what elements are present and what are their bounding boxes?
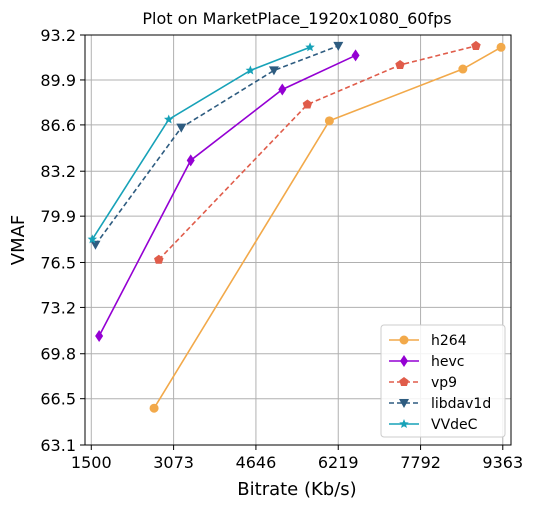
legend-marker-hevc <box>400 355 408 367</box>
y-tick-label-5: 79.9 <box>40 207 76 226</box>
legend-marker-VVdeC <box>399 419 409 429</box>
y-axis-label: VMAF <box>8 215 29 266</box>
legend-marker-libdav1d <box>399 399 409 408</box>
data-point-libdav1d-3 <box>333 41 344 51</box>
x-axis-label: Bitrate (Kb/s) <box>237 479 356 500</box>
data-point-h264-0 <box>149 403 159 413</box>
data-point-h264-3 <box>496 42 506 52</box>
legend-label-VVdeC: VVdeC <box>431 417 478 433</box>
y-tick-label-2: 69.8 <box>40 345 76 364</box>
chart-title: Plot on MarketPlace_1920x1080_60fps <box>142 9 451 29</box>
legend-box <box>380 324 506 438</box>
data-point-vp9-3 <box>471 40 481 50</box>
data-point-VVdeC-1 <box>163 114 174 124</box>
y-tick-label-0: 63.1 <box>40 436 76 455</box>
axis-ticks: 1500 3073 4646 6219 7792 9363 63.1 66.5 69.8 73.2… <box>40 26 523 472</box>
series-layer <box>87 40 506 413</box>
y-tick-label-3: 73.2 <box>40 298 76 317</box>
series-line-VVdeC <box>91 46 311 240</box>
y-tick-label-8: 89.9 <box>40 71 76 90</box>
x-tick-label-1: 3073 <box>153 453 194 472</box>
y-tick-label-9: 93.2 <box>40 26 76 45</box>
y-tick-label-6: 83.2 <box>40 162 76 181</box>
series-line-hevc <box>98 54 356 337</box>
series-hevc <box>95 49 360 343</box>
x-tick-label-0: 1500 <box>71 453 112 472</box>
grid <box>85 34 511 446</box>
series-vp9 <box>154 40 481 264</box>
data-point-hevc-0 <box>95 330 104 343</box>
legend-label-h264: h264 <box>431 333 467 349</box>
plot-area-frame <box>84 34 512 446</box>
series-VVdeC <box>87 42 315 244</box>
data-point-libdav1d-0 <box>90 240 101 250</box>
y-tick-label-1: 66.5 <box>40 390 76 409</box>
legend-label-hevc: hevc <box>431 354 464 370</box>
x-tick-label-4: 7792 <box>400 453 441 472</box>
data-point-libdav1d-1 <box>176 123 187 133</box>
data-point-vp9-1 <box>302 99 313 109</box>
series-libdav1d <box>90 41 344 250</box>
series-line-vp9 <box>158 45 477 261</box>
data-point-hevc-2 <box>278 83 287 96</box>
x-tick-label-3: 6219 <box>318 453 359 472</box>
series-line-libdav1d <box>94 45 339 246</box>
data-point-h264-1 <box>324 116 334 126</box>
legend-label-vp9: vp9 <box>431 375 457 391</box>
data-point-h264-2 <box>458 64 468 74</box>
data-point-vp9-2 <box>395 59 405 70</box>
data-point-hevc-1 <box>186 154 195 167</box>
x-tick-label-5: 9363 <box>482 453 523 472</box>
data-point-vp9-0 <box>154 254 164 264</box>
y-tick-label-4: 76.5 <box>40 253 76 272</box>
y-tick-label-7: 86.6 <box>40 116 76 135</box>
legend-marker-h264 <box>399 335 409 345</box>
legend: h264 hevc vp9 libdav1d VVdeC <box>380 324 506 438</box>
data-point-VVdeC-2 <box>245 65 256 75</box>
legend-label-libdav1d: libdav1d <box>431 396 491 412</box>
data-point-VVdeC-0 <box>87 234 98 244</box>
series-h264 <box>149 42 506 413</box>
series-line-h264 <box>153 46 502 409</box>
legend-marker-vp9 <box>399 377 409 387</box>
x-tick-label-2: 4646 <box>236 453 277 472</box>
data-point-hevc-3 <box>351 49 360 62</box>
data-point-libdav1d-2 <box>268 66 279 76</box>
data-point-VVdeC-3 <box>305 42 315 52</box>
